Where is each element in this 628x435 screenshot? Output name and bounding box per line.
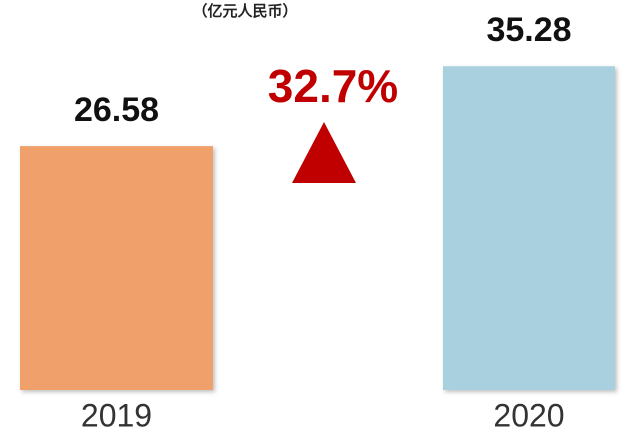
up-triangle xyxy=(292,122,356,183)
subtitle: （亿元人民币） xyxy=(192,2,297,20)
value-label: 26.58 xyxy=(74,91,159,129)
x-tick-label: 2019 xyxy=(81,397,152,433)
bar xyxy=(20,146,213,390)
annotation: 32.7% xyxy=(268,60,398,112)
x-tick-label: 2020 xyxy=(493,397,564,433)
value-label: 35.28 xyxy=(486,11,571,49)
bar xyxy=(443,66,615,390)
